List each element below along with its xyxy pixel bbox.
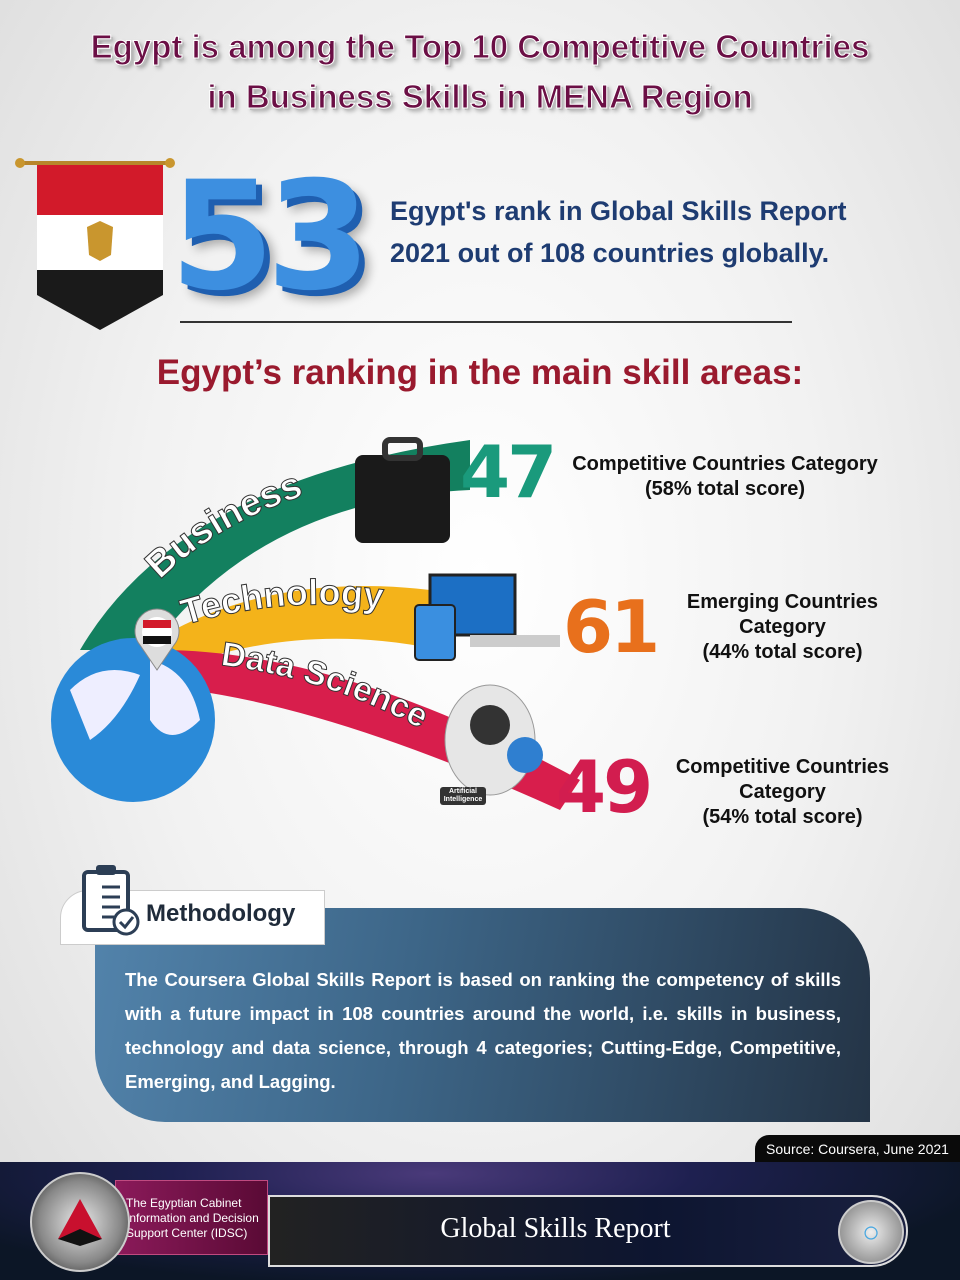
artificial-intelligence-label: Artificial Intelligence (440, 787, 486, 805)
technology-category: Emerging Countries Category (44% total s… (686, 591, 879, 663)
idsc-logo (30, 1172, 130, 1272)
egypt-location-pin-icon (134, 608, 180, 671)
briefcase-icon (355, 437, 450, 543)
lightbulb-icon: ○ (838, 1200, 904, 1264)
robot-icon (444, 684, 543, 796)
globe-icon (51, 638, 215, 802)
skills-ribbons: Business Technology Data Science (51, 437, 580, 810)
technology-ribbon (140, 586, 440, 670)
skills-heading: Egypt’s ranking in the main skill areas: (156, 353, 804, 392)
business-rank: 47 (460, 430, 557, 514)
divider (180, 321, 792, 323)
idsc-banner (115, 1180, 268, 1255)
data-science-rank: 49 (556, 745, 653, 829)
report-title: Global Skills Report (440, 1213, 671, 1244)
technology-rank: 61 (563, 585, 660, 669)
methodology-text: The Coursera Global Skills Report is bas… (125, 969, 841, 1092)
methodology-title: Methodology (146, 900, 296, 927)
report-title-bar (268, 1195, 908, 1267)
business-category: Competitive Countries Category (58% tota… (572, 453, 878, 500)
data-science-category: Competitive Countries Category (54% tota… (675, 756, 890, 828)
source-label: Source: Coursera, June 2021 (755, 1135, 960, 1163)
global-rank-number: 53 (170, 150, 371, 324)
page-title: Egypt is among the Top 10 Competitive Co… (90, 28, 870, 116)
idsc-name: The Egyptian Cabinet Information and Dec… (126, 1196, 259, 1240)
global-rank-description: Egypt's rank in Global Skills Report 202… (390, 196, 847, 268)
egypt-flag-icon (15, 158, 175, 330)
devices-icon (414, 573, 560, 661)
clipboard-checklist-icon (82, 865, 140, 936)
